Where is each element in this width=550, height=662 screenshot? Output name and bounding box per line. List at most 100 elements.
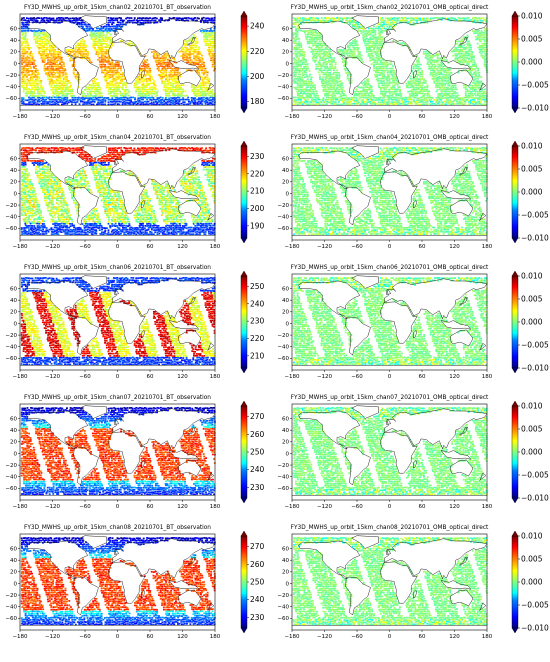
bt-observation-panel: FY3D_MWHS_up_orbit_15km_chan06_20210701_… <box>5 265 264 380</box>
colorbar-tick-label: 220 <box>250 169 265 178</box>
lat-tick-label: 60 <box>10 546 17 552</box>
lat-tick-label: 0 <box>14 61 18 67</box>
lon-tick-label: 180 <box>482 374 493 380</box>
coastlines <box>20 145 216 236</box>
observation-points <box>20 536 216 626</box>
lat-tick-label: 40 <box>10 298 17 304</box>
observation-points <box>20 16 216 106</box>
observation-points <box>292 406 488 496</box>
lon-tick-label: −120 <box>45 114 61 120</box>
panel-title: FY3D_MWHS_up_orbit_15km_chan08_20210701_… <box>291 525 489 531</box>
observation-points <box>20 146 216 236</box>
lat-tick-label: −20 <box>5 203 17 209</box>
lon-tick-label: −120 <box>317 114 333 120</box>
lat-tick-label: −40 <box>5 475 17 481</box>
lat-tick-label: −60 <box>5 226 17 232</box>
colorbar-tick-label: 260 <box>250 430 265 439</box>
colorbar: 270 260 250 240 230 <box>240 530 265 634</box>
lon-tick-label: 0 <box>388 374 392 380</box>
lat-tick-label: 0 <box>286 61 290 67</box>
lon-tick-label: −120 <box>317 634 333 640</box>
colorbar-tick-label: −0.010 <box>521 364 549 373</box>
lon-tick-label: 120 <box>449 114 460 120</box>
lat-tick-label: 0 <box>14 321 18 327</box>
lon-tick-label: −60 <box>79 244 91 250</box>
lat-tick-label: −40 <box>5 215 17 221</box>
lat-tick-label: 20 <box>282 440 289 446</box>
lon-tick-label: −60 <box>79 634 91 640</box>
lat-tick-label: 0 <box>286 581 290 587</box>
colorbar-tick-label: −0.005 <box>521 341 549 350</box>
lon-tick-label: 60 <box>147 504 154 510</box>
colorbar-tick-label: 240 <box>250 22 265 31</box>
colorbar: 270 260 250 240 230 <box>240 400 265 504</box>
panel-title: FY3D_MWHS_up_orbit_15km_chan04_20210701_… <box>291 135 489 141</box>
colorbar-tick-label: 210 <box>250 187 265 196</box>
lon-tick-label: 60 <box>419 634 426 640</box>
lon-tick-label: −120 <box>317 504 333 510</box>
lat-tick-label: −60 <box>5 616 17 622</box>
lat-tick-label: 60 <box>10 416 17 422</box>
lon-tick-label: 60 <box>147 114 154 120</box>
colorbar-tick-label: 0.000 <box>521 58 543 67</box>
lon-tick-label: −60 <box>79 374 91 380</box>
colorbar: 0.010 0.005 0.000 −0.005 −0.010 <box>511 140 549 244</box>
omb-optical-direct-panel: FY3D_MWHS_up_orbit_15km_chan07_20210701_… <box>277 395 549 510</box>
colorbar: 0.010 0.005 0.000 −0.005 −0.010 <box>511 530 549 634</box>
lat-tick-label: 40 <box>282 38 289 44</box>
lon-tick-label: −180 <box>12 634 28 640</box>
colorbar-tick-label: 0.005 <box>521 425 543 434</box>
colorbar-tick-label: −0.005 <box>521 211 549 220</box>
lat-tick-label: −20 <box>277 333 289 339</box>
panel-title: FY3D_MWHS_up_orbit_15km_chan07_20210701_… <box>24 395 211 401</box>
lat-tick-label: 0 <box>286 191 290 197</box>
lon-tick-label: −180 <box>284 634 300 640</box>
lat-tick-label: −40 <box>277 345 289 351</box>
lon-tick-label: 0 <box>116 114 120 120</box>
colorbar-tick-label: 230 <box>250 152 265 161</box>
lon-tick-label: 60 <box>419 504 426 510</box>
lon-tick-label: −180 <box>284 374 300 380</box>
lon-tick-label: 120 <box>449 634 460 640</box>
colorbar: 240 220 200 180 <box>240 10 265 114</box>
colorbar-tick-label: −0.010 <box>521 624 549 633</box>
lat-tick-label: 60 <box>10 26 17 32</box>
colorbar: 250 240 230 220 210 <box>240 270 265 374</box>
observation-points <box>20 406 216 496</box>
lon-tick-label: 60 <box>419 244 426 250</box>
lat-tick-label: 20 <box>10 50 17 56</box>
lon-tick-label: 60 <box>419 114 426 120</box>
lon-tick-label: −180 <box>12 114 28 120</box>
lat-tick-label: 0 <box>286 451 290 457</box>
colorbar-tick-label: 0.000 <box>521 188 543 197</box>
lon-tick-label: −180 <box>284 114 300 120</box>
lat-tick-label: 60 <box>282 546 289 552</box>
lat-tick-label: 20 <box>10 180 17 186</box>
coastlines <box>292 405 488 496</box>
lon-tick-label: 60 <box>147 634 154 640</box>
lon-tick-label: 120 <box>177 374 188 380</box>
lon-tick-label: 60 <box>147 244 154 250</box>
lon-tick-label: −60 <box>351 244 363 250</box>
panel-title: FY3D_MWHS_up_orbit_15km_chan06_20210701_… <box>24 265 211 271</box>
lon-tick-label: −120 <box>317 244 333 250</box>
colorbar-tick-label: 0.005 <box>521 165 543 174</box>
colorbar-tick-label: −0.010 <box>521 234 549 243</box>
colorbar-tick-label: 230 <box>250 317 265 326</box>
lon-tick-label: 0 <box>116 374 120 380</box>
lat-tick-label: 0 <box>14 581 18 587</box>
lat-tick-label: −60 <box>5 356 17 362</box>
omb-optical-direct-panel: FY3D_MWHS_up_orbit_15km_chan04_20210701_… <box>277 135 549 250</box>
bt-observation-panel: FY3D_MWHS_up_orbit_15km_chan07_20210701_… <box>5 395 264 510</box>
panel-title: FY3D_MWHS_up_orbit_15km_chan02_20210701_… <box>24 5 211 11</box>
lon-tick-label: −60 <box>351 504 363 510</box>
lat-tick-label: −60 <box>277 356 289 362</box>
lat-tick-label: −60 <box>277 226 289 232</box>
lat-tick-label: −60 <box>277 616 289 622</box>
observation-points <box>292 277 488 366</box>
colorbar-tick-label: 0.000 <box>521 578 543 587</box>
lat-tick-label: −40 <box>277 475 289 481</box>
lon-tick-label: 180 <box>210 634 221 640</box>
colorbar: 0.010 0.005 0.000 −0.005 −0.010 <box>511 10 549 114</box>
coastlines <box>20 405 216 496</box>
